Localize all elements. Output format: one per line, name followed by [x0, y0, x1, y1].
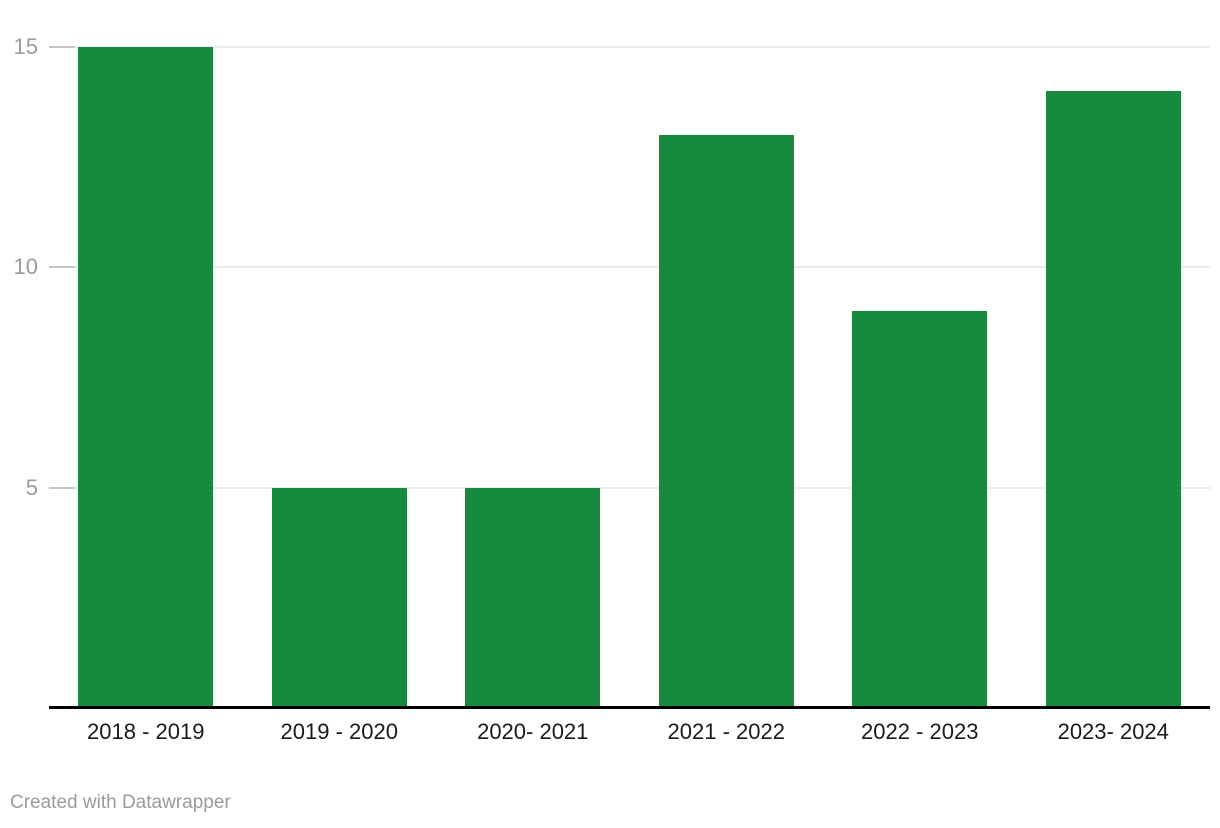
y-tick-label: 15 [13, 34, 38, 59]
x-tick-label: 2021 - 2022 [667, 719, 785, 744]
bar [465, 487, 601, 708]
gridline [49, 266, 1210, 269]
x-tick-label: 2023- 2024 [1057, 719, 1169, 744]
attribution-text: Created with Datawrapper [10, 792, 231, 813]
bar [271, 487, 407, 708]
y-tick-mark [49, 486, 75, 489]
x-tick-label: 2022 - 2023 [861, 719, 979, 744]
y-tick-label: 5 [25, 474, 38, 500]
x-tick-label: 2019 - 2020 [280, 719, 398, 744]
y-tick-mark [49, 266, 75, 269]
gridline [49, 486, 1210, 489]
x-axis-line [49, 706, 1210, 709]
bar [78, 47, 214, 708]
bar [658, 135, 794, 708]
x-tick-label: 2018 - 2019 [87, 719, 205, 744]
bar [852, 311, 988, 708]
y-tick-label: 10 [13, 254, 38, 280]
y-tick-mark [49, 46, 75, 48]
x-tick-label: 2020- 2021 [477, 719, 589, 744]
gridline [49, 46, 1210, 48]
bar [1045, 91, 1181, 708]
